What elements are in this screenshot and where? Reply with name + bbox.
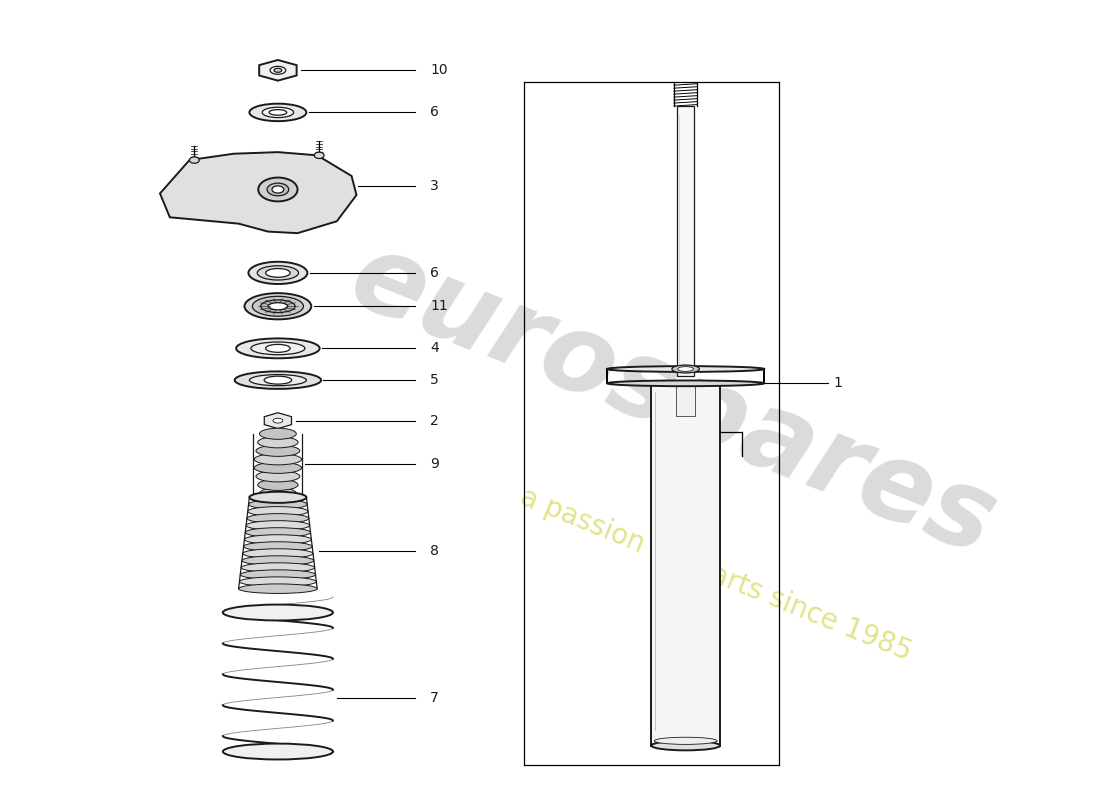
Ellipse shape <box>267 183 288 196</box>
Ellipse shape <box>252 296 304 316</box>
Ellipse shape <box>315 152 324 158</box>
Ellipse shape <box>254 462 301 474</box>
Ellipse shape <box>257 266 298 280</box>
Ellipse shape <box>245 528 310 538</box>
Bar <box>651 384 720 746</box>
Ellipse shape <box>257 437 298 448</box>
Ellipse shape <box>607 366 764 372</box>
Ellipse shape <box>257 479 298 490</box>
Ellipse shape <box>607 381 764 386</box>
Ellipse shape <box>243 549 314 558</box>
Ellipse shape <box>264 376 292 384</box>
Ellipse shape <box>256 446 300 456</box>
Ellipse shape <box>250 374 307 386</box>
Polygon shape <box>260 60 297 81</box>
Text: a passion for parts since 1985: a passion for parts since 1985 <box>516 483 916 666</box>
Ellipse shape <box>223 605 333 621</box>
Ellipse shape <box>239 584 317 594</box>
Ellipse shape <box>254 454 301 465</box>
Ellipse shape <box>268 302 288 310</box>
Ellipse shape <box>236 338 320 358</box>
Ellipse shape <box>672 365 700 373</box>
Ellipse shape <box>240 570 316 579</box>
Text: 1: 1 <box>833 376 842 390</box>
Ellipse shape <box>261 300 295 313</box>
Ellipse shape <box>250 493 307 502</box>
Ellipse shape <box>242 556 314 566</box>
Ellipse shape <box>244 293 311 319</box>
Text: 11: 11 <box>430 299 448 314</box>
Ellipse shape <box>243 542 312 551</box>
Ellipse shape <box>251 342 305 354</box>
Ellipse shape <box>265 269 290 278</box>
Ellipse shape <box>258 178 297 202</box>
Ellipse shape <box>678 366 693 371</box>
Ellipse shape <box>262 107 294 118</box>
Ellipse shape <box>250 104 307 121</box>
Ellipse shape <box>248 506 308 516</box>
Ellipse shape <box>249 262 307 284</box>
Bar <box>676 106 694 376</box>
Text: 5: 5 <box>430 373 439 387</box>
Ellipse shape <box>256 470 300 482</box>
Ellipse shape <box>246 514 309 523</box>
Ellipse shape <box>260 428 296 439</box>
Ellipse shape <box>250 492 307 503</box>
Polygon shape <box>160 152 356 233</box>
Ellipse shape <box>260 488 296 499</box>
Text: 8: 8 <box>430 544 439 558</box>
Bar <box>675 384 695 416</box>
Ellipse shape <box>234 371 321 389</box>
Text: 10: 10 <box>430 63 448 78</box>
Text: 2: 2 <box>430 414 439 428</box>
Ellipse shape <box>246 521 310 530</box>
Ellipse shape <box>223 743 333 759</box>
Ellipse shape <box>241 563 315 572</box>
Ellipse shape <box>272 186 284 193</box>
Ellipse shape <box>274 68 282 72</box>
Text: eurospares: eurospares <box>336 222 1011 578</box>
Ellipse shape <box>270 110 287 115</box>
Text: 6: 6 <box>430 106 439 119</box>
Text: 3: 3 <box>430 178 439 193</box>
Ellipse shape <box>244 534 311 544</box>
Polygon shape <box>264 413 292 429</box>
Ellipse shape <box>651 741 720 750</box>
Text: 6: 6 <box>430 266 439 280</box>
Ellipse shape <box>270 66 286 74</box>
Text: 9: 9 <box>430 457 439 470</box>
Text: 7: 7 <box>430 691 439 705</box>
Ellipse shape <box>654 738 717 744</box>
Ellipse shape <box>189 157 199 163</box>
Ellipse shape <box>240 577 317 586</box>
Ellipse shape <box>273 418 283 423</box>
Ellipse shape <box>249 499 307 509</box>
Text: 4: 4 <box>430 342 439 355</box>
Ellipse shape <box>265 344 290 352</box>
